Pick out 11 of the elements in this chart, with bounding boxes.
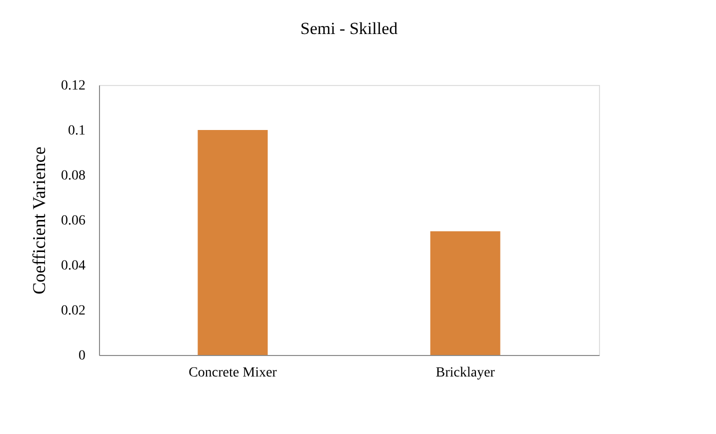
- y-tick-label: 0: [78, 348, 86, 364]
- y-tick-label: 0.02: [61, 304, 86, 318]
- x-tick-label: Bricklayer: [436, 366, 496, 380]
- y-tick-label: 0.06: [61, 214, 86, 228]
- y-tick-label: 0.1: [68, 124, 86, 138]
- x-tick-label: Concrete Mixer: [188, 366, 278, 380]
- y-tick-label: 0.12: [61, 78, 86, 94]
- chart-title: Semi - Skilled: [300, 19, 398, 38]
- y-axis-title: Coefficient Varience: [29, 146, 49, 294]
- y-tick-label: 0.04: [61, 258, 86, 274]
- y-tick-label: 0.08: [61, 168, 86, 184]
